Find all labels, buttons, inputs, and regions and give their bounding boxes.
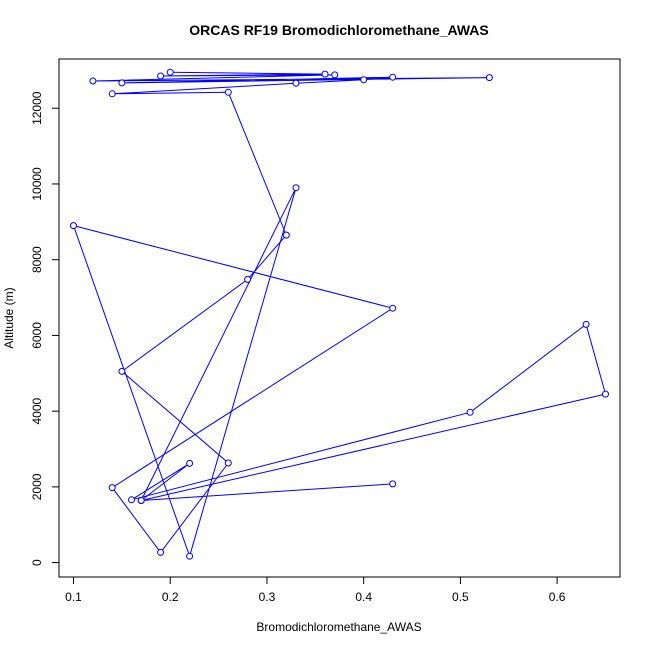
data-point [389, 480, 397, 488]
series-points [70, 68, 609, 560]
y-tick-label: 0 [30, 559, 44, 566]
data-point [70, 222, 77, 230]
data-point [118, 79, 126, 87]
data-point [108, 484, 116, 492]
data-point [360, 76, 368, 84]
data-point [224, 88, 232, 96]
x-tick-label: 0.6 [549, 590, 566, 604]
y-tick-label: 4000 [30, 397, 44, 424]
data-point [118, 367, 126, 375]
y-tick-label: 8000 [30, 246, 44, 273]
data-point [582, 320, 590, 328]
data-point [485, 74, 493, 82]
data-point [108, 90, 116, 98]
data-point [166, 68, 174, 76]
y-tick-label: 12000 [30, 91, 44, 125]
data-point [128, 496, 135, 504]
data-point [157, 72, 165, 80]
data-point [321, 70, 329, 78]
chart-title: ORCAS RF19 Bromodichloromethane_AWAS [189, 22, 489, 38]
x-tick-label: 0.1 [65, 590, 82, 604]
data-point [244, 275, 252, 283]
data-point [282, 231, 290, 239]
data-point [137, 497, 145, 504]
data-point [389, 304, 397, 312]
data-point [224, 459, 232, 467]
y-axis: 0 2000 4000 6000 8000 10000 12000 [30, 91, 60, 566]
x-axis: 0.1 0.2 0.3 0.4 0.5 0.6 [65, 576, 566, 604]
series-line [72, 71, 607, 558]
y-axis-label: Altitude (m) [2, 287, 16, 348]
y-tick-label: 6000 [30, 322, 44, 349]
data-point [466, 408, 474, 416]
x-tick-label: 0.3 [259, 590, 276, 604]
data-point [292, 79, 300, 87]
x-tick-label: 0.2 [162, 590, 179, 604]
data-point [186, 552, 194, 560]
y-tick-label: 10000 [30, 167, 44, 201]
y-tick-label: 2000 [30, 473, 44, 500]
data-point [89, 77, 97, 85]
x-tick-label: 0.4 [355, 590, 372, 604]
x-axis-label: Bromodichloromethane_AWAS [256, 620, 421, 634]
data-point [292, 184, 300, 192]
data-point [602, 390, 609, 398]
data-point [157, 548, 165, 556]
data-point [389, 73, 397, 81]
x-tick-label: 0.5 [452, 590, 469, 604]
data-point [186, 459, 194, 467]
data-point [331, 71, 339, 79]
series-lines [72, 71, 607, 558]
